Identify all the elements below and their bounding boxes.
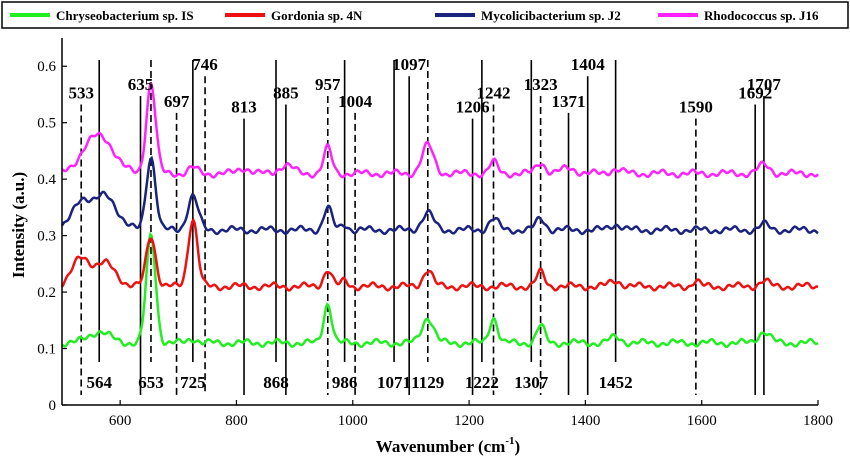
x-tick-label: 600 bbox=[109, 413, 132, 429]
peak-label: 653 bbox=[138, 373, 164, 392]
peak-label: 533 bbox=[68, 83, 94, 102]
peak-label: 885 bbox=[273, 83, 299, 102]
y-axis-title: Intensity (a.u.) bbox=[9, 172, 28, 278]
x-tick-label: 800 bbox=[225, 413, 248, 429]
y-tick-label: 0.5 bbox=[37, 116, 56, 132]
legend: Chryseobacterium sp. IS Gordonia sp. 4N My… bbox=[1, 1, 849, 29]
legend-label: Chryseobacterium sp. IS bbox=[56, 8, 194, 23]
peak-label: 1323 bbox=[524, 75, 558, 94]
peak-label: 635 bbox=[128, 75, 154, 94]
axes: 600 800 1000 1200 1400 1600 1800 0 0.1 0.2 0.3 0.4 0… bbox=[37, 38, 833, 429]
peak-label: 697 bbox=[164, 92, 190, 111]
spectra-series bbox=[60, 82, 819, 349]
peak-label: 1129 bbox=[411, 373, 444, 392]
y-tick-label: 0.1 bbox=[37, 342, 56, 358]
peak-label: 957 bbox=[315, 75, 341, 94]
peak-label: 1242 bbox=[477, 83, 511, 102]
x-tick-label: 1000 bbox=[338, 413, 368, 429]
y-tick-label: 0.3 bbox=[37, 229, 56, 245]
series-line bbox=[60, 217, 819, 292]
peak-label: 1371 bbox=[552, 92, 586, 111]
y-tick-label: 0 bbox=[49, 398, 57, 414]
x-tick-label: 1800 bbox=[803, 413, 833, 429]
peak-label: 1222 bbox=[465, 373, 499, 392]
legend-label: Rhodococcus sp. J16 bbox=[704, 8, 819, 23]
peak-label: 1692 bbox=[738, 83, 772, 102]
x-tick-label: 1400 bbox=[570, 413, 600, 429]
y-tick-label: 0.2 bbox=[37, 285, 56, 301]
legend-label: Gordonia sp. 4N bbox=[271, 8, 363, 23]
x-tick-label: 1200 bbox=[454, 413, 484, 429]
peak-label: 1206 bbox=[456, 98, 490, 117]
peak-label: 746 bbox=[192, 55, 218, 74]
y-tick-label: 0.6 bbox=[37, 59, 56, 75]
peak-label: 868 bbox=[263, 373, 289, 392]
x-axis-title: Wavenumber (cm-1) bbox=[376, 435, 520, 456]
peak-label: 1452 bbox=[599, 373, 633, 392]
peak-label: 986 bbox=[332, 373, 358, 392]
legend-label: Mycolicibacterium sp. J2 bbox=[481, 8, 621, 23]
peak-label: 813 bbox=[231, 98, 257, 117]
peak-label: 1707 bbox=[747, 75, 782, 94]
peak-label: 1071 bbox=[377, 373, 411, 392]
peak-label: 1097 bbox=[392, 55, 427, 74]
y-tick-label: 0.4 bbox=[37, 172, 56, 188]
peak-label: 1307 bbox=[514, 373, 549, 392]
series-line bbox=[61, 82, 819, 179]
peak-label: 564 bbox=[86, 373, 112, 392]
legend-box bbox=[1, 1, 849, 29]
peak-label: 725 bbox=[180, 373, 206, 392]
peak-labels: 533 564 635 653 697 725 746 813 868 885 957 986 1004… bbox=[68, 55, 781, 392]
series-line bbox=[60, 155, 819, 236]
peak-label: 1004 bbox=[338, 92, 373, 111]
x-tick-label: 1600 bbox=[687, 413, 717, 429]
peak-label: 1404 bbox=[571, 55, 606, 74]
peak-label: 1590 bbox=[679, 98, 713, 117]
series-line bbox=[61, 231, 819, 349]
